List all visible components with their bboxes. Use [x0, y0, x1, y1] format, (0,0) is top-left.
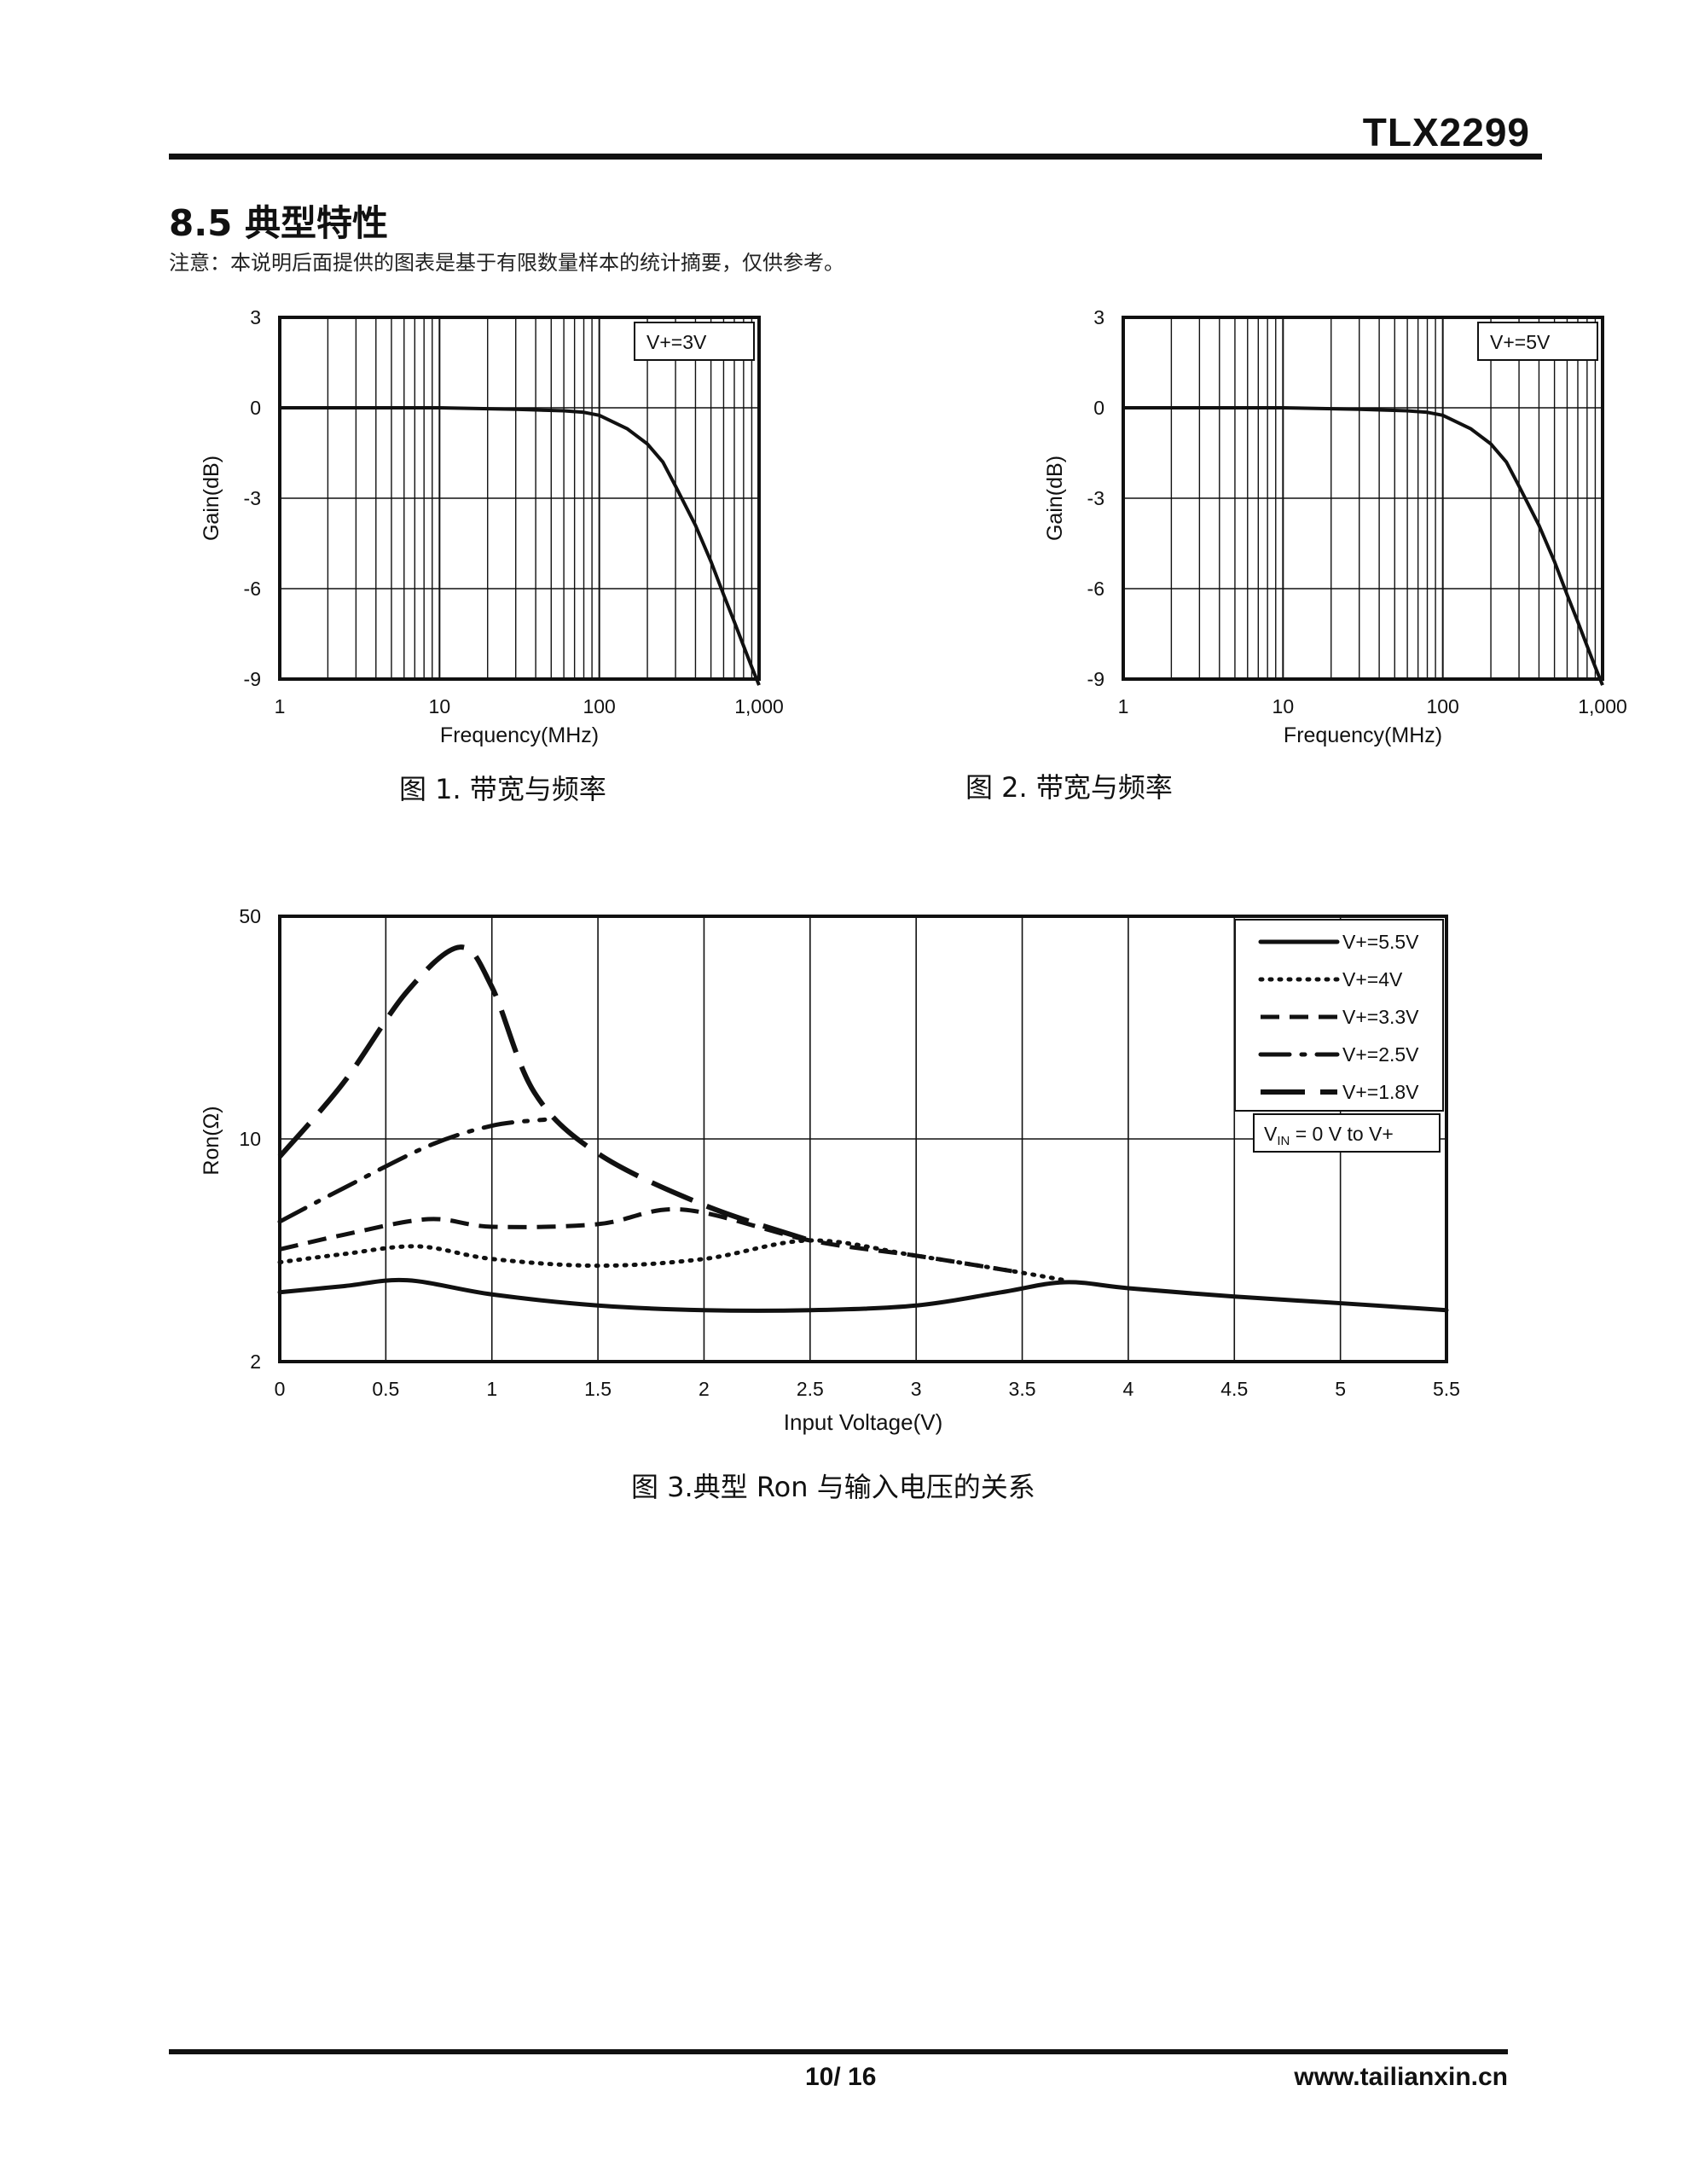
ron-series-line: [277, 944, 811, 1243]
page-number: 10/ 16: [805, 2063, 877, 2091]
x-tick-label: 0.5: [372, 1378, 399, 1400]
x-tick-label: 0: [275, 1378, 286, 1400]
x-tick-label: 5.5: [1433, 1378, 1460, 1400]
gain-series-line: [1123, 406, 1604, 686]
y-tick-label: -9: [244, 668, 261, 690]
y-axis-label: Ron(Ω): [200, 1106, 223, 1175]
x-tick-label: 10: [429, 695, 451, 717]
footer-rule: [169, 2049, 1508, 2054]
x-tick-label: 100: [583, 695, 615, 717]
y-tick-label: -3: [244, 487, 261, 509]
y-axis-label: Gain(dB): [200, 456, 223, 541]
vin-annotation-text: VIN = 0 V to V+: [1264, 1123, 1394, 1148]
x-axis-label: Frequency(MHz): [440, 723, 599, 747]
gain-series-line: [280, 406, 761, 686]
figure-1-caption: 图 1. 带宽与频率: [399, 773, 606, 805]
plot-frame: [278, 316, 761, 681]
legend-label: V+=2.5V: [1342, 1043, 1419, 1066]
y-tick-label: -6: [1087, 578, 1104, 600]
figure-2-caption: 图 2. 带宽与频率: [965, 771, 1173, 804]
section-title: 8.5 典型特性: [169, 202, 389, 244]
voltage-annotation-box: [1477, 322, 1598, 361]
chart-bandwidth-3v: 3 0 -3 -6 -9 1 10 100 1,000 Frequency(MHz) Gain(dB…: [200, 306, 784, 747]
x-tick-label: 10: [1272, 695, 1295, 717]
gain-chart-plot: 3 0 -3 -6 -9 1 10 100 1,000 Frequency(MHz) Gain(dB…: [200, 306, 784, 747]
figure-3-caption: 图 3.典型 Ron 与输入电压的关系: [631, 1471, 1035, 1503]
x-tick-label: 5: [1335, 1378, 1346, 1400]
x-tick-label: 1,000: [734, 695, 784, 717]
x-tick-label: 2: [699, 1378, 710, 1400]
y-axis-label: Gain(dB): [1043, 456, 1067, 541]
y-tick-label: 2: [250, 1350, 261, 1373]
x-axis-label: Input Voltage(V): [784, 1409, 942, 1435]
y-tick-label: 10: [239, 1128, 261, 1150]
document-code: TLX2299: [1362, 110, 1530, 154]
plot-frame: [1122, 316, 1604, 681]
ron-series-line: [277, 1117, 548, 1224]
y-tick-label: 3: [250, 306, 261, 328]
x-tick-label: 4.5: [1220, 1378, 1248, 1400]
chart-bandwidth-5v: 3 0 -3 -6 -9 1 10 100 1,000 Frequency(MHz) Gain(dB…: [1043, 306, 1627, 747]
x-tick-label: 1: [486, 1378, 497, 1400]
y-tick-label: 0: [250, 397, 261, 419]
legend-label: V+=1.8V: [1342, 1081, 1419, 1103]
vin-annotation-box: [1253, 1113, 1441, 1153]
y-tick-label: -3: [1087, 487, 1104, 509]
x-axis-label: Frequency(MHz): [1284, 723, 1442, 747]
x-tick-label: 1: [275, 695, 286, 717]
y-tick-label: 0: [1093, 397, 1104, 419]
y-tick-label: 50: [239, 905, 261, 927]
y-tick-label: 3: [1093, 306, 1104, 328]
x-tick-label: 1,000: [1578, 695, 1627, 717]
plot-frame: [278, 915, 1448, 1363]
y-tick-label: -9: [1087, 668, 1104, 690]
x-tick-label: 100: [1426, 695, 1458, 717]
gain-chart-plot: 3 0 -3 -6 -9 1 10 100 1,000 Frequency(MHz) Gain(dB…: [1043, 306, 1627, 747]
x-tick-label: 2.5: [797, 1378, 824, 1400]
legend-label: V+=5.5V: [1342, 931, 1419, 953]
voltage-annotation-text: V+=5V: [1490, 331, 1551, 353]
x-tick-label: 3: [911, 1378, 922, 1400]
x-tick-label: 3.5: [1009, 1378, 1036, 1400]
x-tick-label: 4: [1123, 1378, 1134, 1400]
voltage-annotation-text: V+=3V: [646, 331, 707, 353]
voltage-annotation-box: [634, 322, 755, 361]
x-tick-label: 1: [1118, 695, 1129, 717]
website-link[interactable]: www.tailianxin.cn: [1294, 2063, 1508, 2091]
legend-label: V+=3.3V: [1342, 1006, 1419, 1028]
x-tick-label: 1.5: [584, 1378, 612, 1400]
ron-series-line: [279, 1206, 1023, 1275]
section-note: 注意：本说明后面提供的图表是基于有限数量样本的统计摘要，仅供参考。: [169, 251, 844, 275]
ron-series-line: [277, 1277, 1449, 1313]
header-rule: [169, 154, 1542, 160]
y-tick-label: -6: [244, 578, 261, 600]
legend-label: V+=4V: [1342, 968, 1403, 990]
